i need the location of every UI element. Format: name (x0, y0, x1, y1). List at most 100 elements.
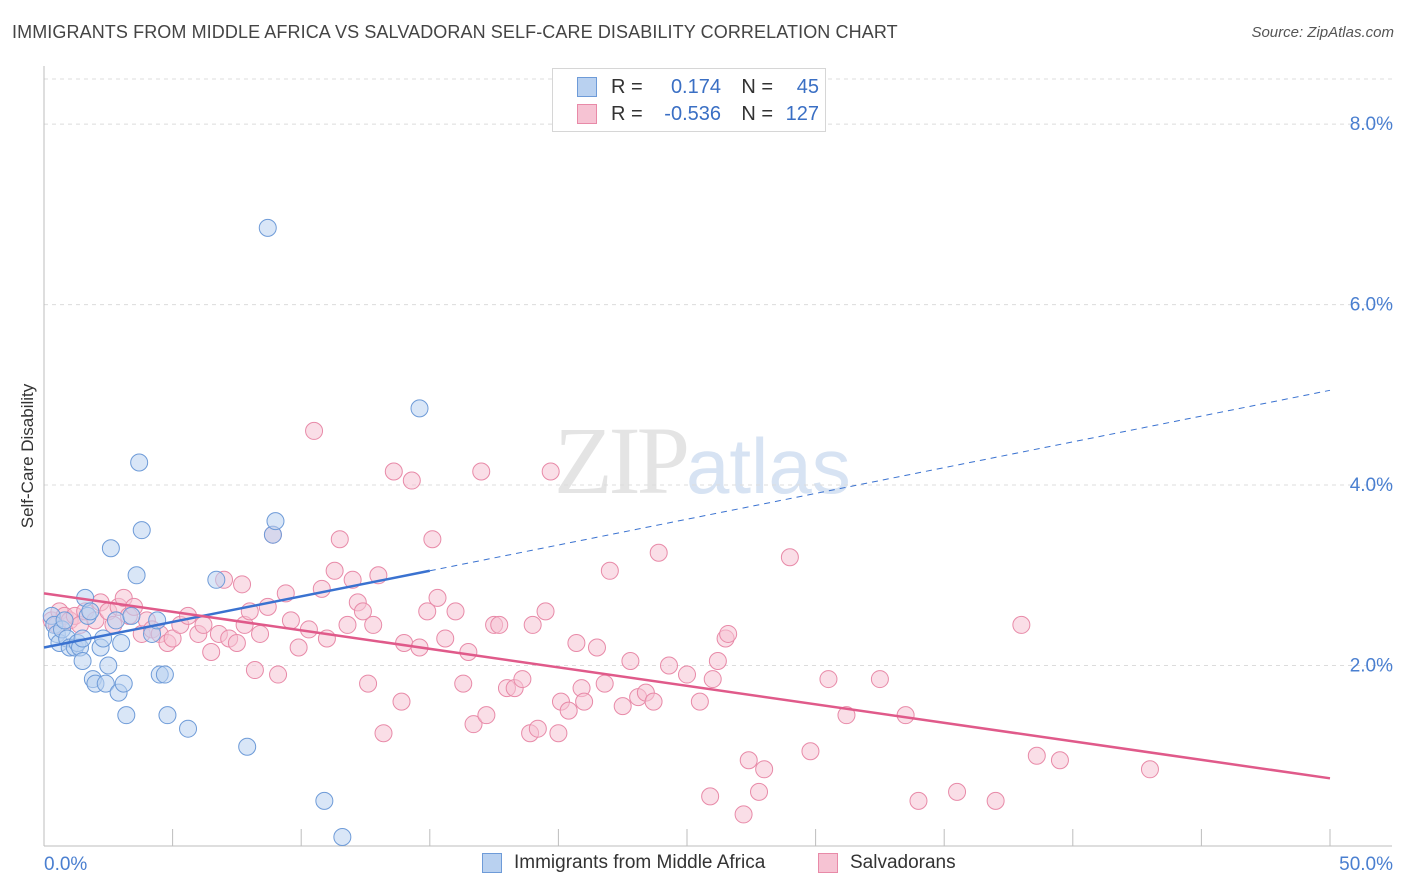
blue-point (55, 611, 74, 630)
pink-point (436, 629, 455, 648)
pink-point (690, 692, 709, 711)
pink-point (701, 787, 720, 806)
pink-point (464, 715, 483, 734)
pink-legend-swatch (818, 853, 838, 873)
r-value: 0.174 (670, 75, 721, 98)
blue-point (112, 633, 131, 652)
pink-point (708, 652, 727, 671)
pink-point (549, 724, 568, 743)
pink-trendline (43, 592, 1331, 780)
blue-point (94, 629, 113, 648)
pink-point (739, 751, 758, 770)
blue-point (155, 665, 174, 684)
blue-trendline-extension (429, 389, 1331, 572)
pink-point (194, 615, 213, 634)
n-value: 45 (796, 75, 819, 98)
blue-point (315, 791, 334, 810)
blue-point (117, 706, 136, 725)
blue-point (132, 521, 151, 540)
legend-label-pink: Salvadorans (850, 852, 956, 873)
pink-point (703, 670, 722, 689)
blue-point (73, 652, 92, 671)
pink-point (423, 530, 442, 549)
pink-point (719, 624, 738, 643)
pink-point (567, 633, 586, 652)
pink-point (395, 633, 414, 652)
pink-point (428, 588, 447, 607)
pink-point (364, 615, 383, 634)
pink-point (325, 561, 344, 580)
pink-point (353, 602, 372, 621)
pink-point (986, 791, 1005, 810)
blue-legend-swatch (482, 853, 502, 873)
blue-point (238, 737, 257, 756)
r-value: -0.536 (664, 102, 721, 125)
blue-point (81, 602, 100, 621)
blue-point (207, 570, 226, 589)
pink-point (281, 611, 300, 630)
y-tick-label: 2.0% (1350, 656, 1393, 677)
legend-item-pink: Salvadorans (818, 852, 956, 874)
blue-point (333, 827, 352, 846)
legend-item-blue: Immigrants from Middle Africa (482, 852, 765, 874)
blue-point (96, 674, 115, 693)
blue-point (122, 606, 141, 625)
pink-point (459, 642, 478, 661)
blue-point (127, 566, 146, 585)
legend-label-blue: Immigrants from Middle Africa (514, 852, 766, 873)
legend-row-pink: R = -0.536 N = 127 (577, 102, 819, 126)
zipatlas-watermark: ZIPatlas (554, 405, 851, 516)
x-tick-label-min: 0.0% (44, 854, 87, 875)
pink-swatch (577, 104, 597, 124)
pink-point (513, 670, 532, 689)
pink-point (909, 791, 928, 810)
blue-point (99, 656, 118, 675)
chart-title: IMMIGRANTS FROM MIDDLE AFRICA VS SALVADO… (12, 22, 898, 42)
watermark-atlas: atlas (686, 422, 851, 510)
pink-point (472, 462, 491, 481)
n-label: N = (741, 75, 773, 98)
n-value: 127 (785, 102, 819, 125)
pink-point (780, 548, 799, 567)
pink-point (418, 602, 437, 621)
y-tick-label: 4.0% (1350, 475, 1393, 496)
pink-point (595, 674, 614, 693)
pink-point (446, 602, 465, 621)
pink-point (587, 638, 606, 657)
pink-point (374, 724, 393, 743)
pink-point (750, 782, 769, 801)
y-tick-label: 6.0% (1350, 295, 1393, 316)
blue-point (158, 706, 177, 725)
pink-point (644, 692, 663, 711)
pink-point (649, 543, 668, 562)
pink-point (384, 462, 403, 481)
pink-point (837, 706, 856, 725)
pink-point (1027, 746, 1046, 765)
pink-point (477, 706, 496, 725)
pink-point (392, 692, 411, 711)
pink-point (269, 665, 288, 684)
pink-point (251, 624, 270, 643)
pink-point (801, 742, 820, 761)
blue-point (179, 719, 198, 738)
pink-point (536, 602, 555, 621)
n-label: N = (741, 102, 773, 125)
pink-point (1140, 760, 1159, 779)
pink-point (613, 697, 632, 716)
watermark-zip: ZIP (554, 407, 690, 514)
pink-point (755, 760, 774, 779)
blue-point (114, 674, 133, 693)
pink-point (896, 706, 915, 725)
pink-point (600, 561, 619, 580)
pink-point (289, 638, 308, 657)
pink-point (338, 615, 357, 634)
pink-point (227, 633, 246, 652)
blue-point (101, 539, 120, 558)
pink-point (305, 421, 324, 440)
pink-point (330, 530, 349, 549)
pink-point (245, 661, 264, 680)
y-axis-label: Self-Care Disability (18, 383, 37, 529)
r-label: R = (611, 102, 643, 125)
pink-point (454, 674, 473, 693)
blue-trendline (43, 569, 431, 649)
